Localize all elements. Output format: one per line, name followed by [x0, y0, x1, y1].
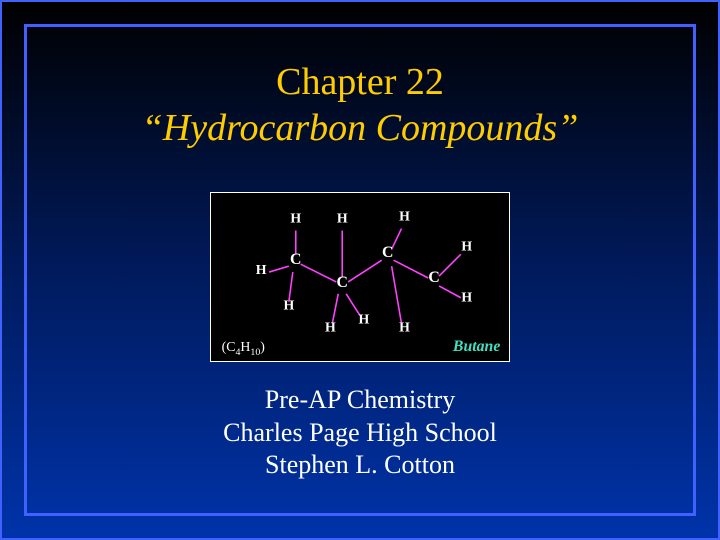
hydrogen-atom: H	[283, 298, 294, 313]
chapter-title: Chapter 22	[2, 60, 718, 104]
hydrogen-atom: H	[256, 262, 267, 277]
carbon-atom: C	[290, 251, 301, 268]
hydrogen-atom: H	[325, 319, 336, 334]
hydrogen-atom: H	[461, 238, 472, 253]
carbon-atom: C	[337, 274, 348, 291]
bond	[269, 266, 289, 272]
molecule-name: Butane	[452, 338, 500, 355]
hydrogen-atom: H	[290, 211, 301, 226]
title-block: Chapter 22 “Hydrocarbon Compounds”	[2, 60, 718, 150]
bond	[301, 264, 337, 282]
hydrogen-atom: H	[461, 290, 472, 305]
footer-line-3: Stephen L. Cotton	[2, 449, 718, 482]
bond	[439, 254, 461, 276]
hydrogen-atom: H	[399, 319, 410, 334]
chapter-subtitle: “Hydrocarbon Compounds”	[2, 106, 718, 150]
bond	[392, 266, 402, 323]
hydrogen-atom: H	[337, 211, 348, 226]
footer-line-1: Pre-AP Chemistry	[2, 384, 718, 417]
bond	[394, 260, 429, 278]
bond	[348, 260, 382, 282]
carbons-group: C C C C	[290, 244, 440, 291]
hydrogen-atom: H	[359, 311, 370, 326]
slide: Chapter 22 “Hydrocarbon Compounds” C C C C …	[0, 0, 720, 540]
molecule-formula: (C4H10)	[222, 339, 265, 358]
molecule-svg: C C C C H H H H H H H H H H Butane (C4H10)	[211, 193, 509, 361]
footer-block: Pre-AP Chemistry Charles Page High Schoo…	[2, 384, 718, 482]
bond	[439, 286, 461, 298]
carbon-atom: C	[382, 244, 393, 261]
molecule-diagram: C C C C H H H H H H H H H H Butane (C4H10)	[210, 192, 510, 362]
footer-line-2: Charles Page High School	[2, 417, 718, 450]
carbon-atom: C	[428, 269, 439, 286]
hydrogen-atom: H	[399, 209, 410, 224]
